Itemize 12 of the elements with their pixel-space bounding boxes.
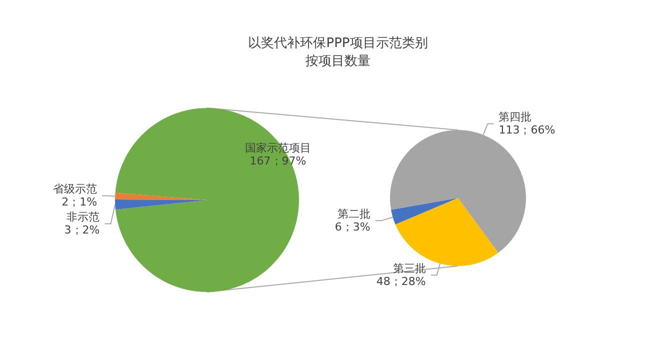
data-label: 3；2% — [64, 224, 100, 237]
slice-label: 第二批 — [337, 208, 370, 221]
slice-label: 省级示范 — [53, 182, 98, 196]
data-label: 6；3% — [334, 220, 370, 234]
slice-label: 非示范 — [66, 210, 100, 224]
data-label: 48；28% — [376, 275, 426, 288]
slice-label: 第四批 — [498, 110, 532, 124]
data-label: 2；1% — [62, 196, 98, 209]
slice-label: 第三批 — [392, 262, 426, 276]
text: 以奖代补环保PPP项目示范类别 — [248, 36, 428, 51]
text: 按项目数量 — [306, 54, 370, 69]
data-label: 113；66% — [498, 124, 556, 137]
